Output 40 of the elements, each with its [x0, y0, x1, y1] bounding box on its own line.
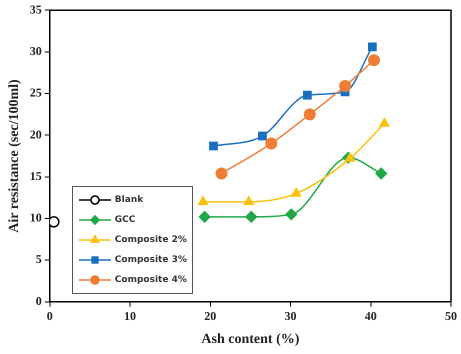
point: [344, 152, 356, 162]
point: [50, 216, 60, 228]
point: [209, 142, 218, 150]
y-tick-label: 5: [36, 252, 42, 266]
point: [198, 196, 208, 206]
legend-label: Composite 3%: [114, 254, 187, 265]
legend-label: Composite 2%: [114, 234, 187, 245]
point: [258, 132, 267, 140]
y-tick-label: 30: [30, 44, 42, 58]
point: [290, 187, 302, 197]
y-tick-label: 20: [30, 127, 42, 142]
x-tick-label: 0: [46, 309, 53, 324]
point: [379, 118, 390, 127]
point: [285, 208, 298, 220]
y-tick-label: 35: [30, 2, 42, 16]
y-tick-label: 25: [30, 86, 42, 100]
point: [368, 54, 380, 66]
x-tick-label: 10: [124, 309, 136, 324]
legend-label: Blank: [114, 194, 144, 205]
legend-label: Composite 4%: [114, 274, 187, 285]
y-tick-label: 15: [30, 168, 42, 183]
point: [302, 90, 312, 100]
point: [265, 138, 278, 150]
y-tick-label: 0: [36, 294, 42, 308]
point: [216, 167, 228, 180]
point: [368, 42, 377, 52]
x-tick-label: 20: [204, 309, 216, 324]
point: [304, 108, 316, 120]
legend-label: GCC: [114, 214, 136, 225]
x-axis-title: Ash content (%): [201, 332, 300, 348]
point: [244, 196, 254, 206]
y-axis-title: Air resistance (sec/100ml): [7, 78, 22, 233]
point: [375, 167, 388, 180]
x-tick-label: 30: [284, 309, 297, 324]
x-tick-label: 50: [445, 309, 457, 324]
point: [339, 80, 352, 92]
point: [245, 210, 258, 223]
y-tick-label: 10: [30, 210, 42, 225]
point: [198, 210, 211, 223]
x-tick-label: 40: [364, 309, 377, 324]
